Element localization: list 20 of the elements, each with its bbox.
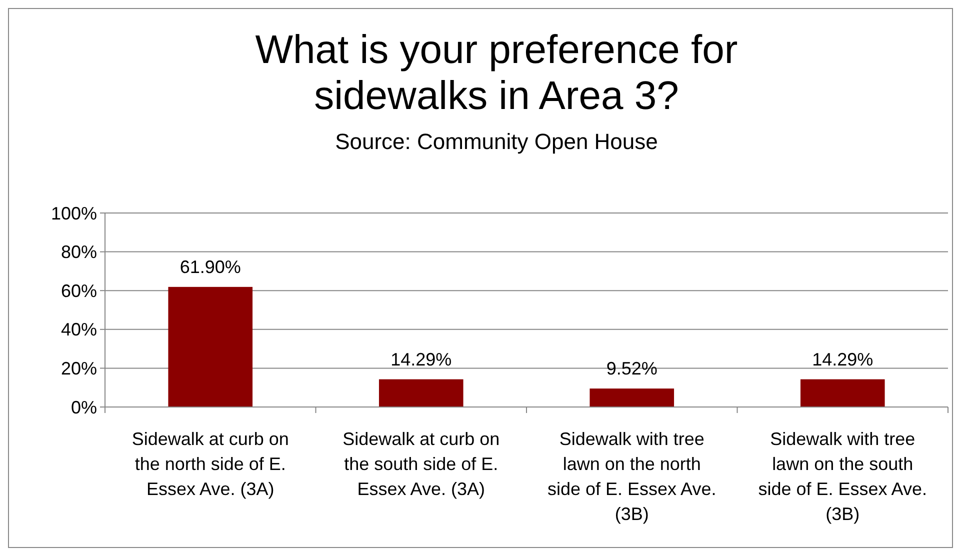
bar xyxy=(590,388,674,407)
data-label: 14.29% xyxy=(390,349,452,370)
x-tick-label: Sidewalk at curb on the south side of E. Essex Ave. (3A) xyxy=(342,429,500,499)
y-tick-label: 0% xyxy=(70,397,97,418)
bar xyxy=(800,379,885,407)
data-label: 14.29% xyxy=(812,349,874,370)
chart-title: What is your preference for sidewalks in Area 3? xyxy=(255,28,738,118)
x-tick-label: Sidewalk with tree lawn on the south side of E. Essex Ave. (3B) xyxy=(758,429,928,524)
bar xyxy=(168,286,253,407)
data-label: 9.52% xyxy=(606,358,658,379)
y-tick-label: 80% xyxy=(60,242,97,262)
data-label: 61.90% xyxy=(180,256,241,277)
y-tick-label: 20% xyxy=(60,358,97,378)
chart-subtitle: Source: Community Open House xyxy=(335,129,658,154)
y-tick-label: 40% xyxy=(60,320,97,340)
x-tick-label: Sidewalk at curb on the north side of E. Essex Ave. (3A) xyxy=(132,429,289,499)
y-tick-label: 60% xyxy=(60,280,97,301)
x-tick-label: Sidewalk with tree lawn on the north side of E. Essex Ave. (3B) xyxy=(547,429,716,524)
y-tick-label: 100% xyxy=(50,203,97,224)
bar xyxy=(378,379,464,407)
